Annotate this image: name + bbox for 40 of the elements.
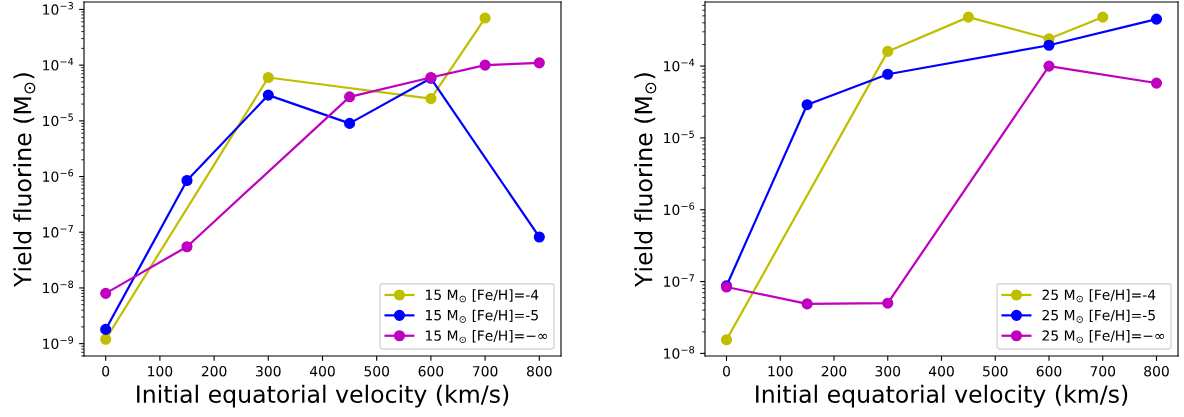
x-tick-label: 700 [1090,365,1116,377]
y-tick-label: 10$^{−8}$ [664,346,695,359]
legend-label: 25 M$_{⊙}$ [Fe/H]=-4 [1042,289,1156,303]
x-tick-label: 600 [1036,365,1062,377]
y-tick-label: 10$^{−4}$ [664,58,695,72]
x-tick-label: 0 [723,365,730,377]
legend-label: 25 M$_{⊙}$ [Fe/H]=−∞ [1042,330,1164,344]
x-tick-label: 100 [768,365,793,377]
legend-label: 15 M$_{⊙}$ [Fe/H]=-4 [426,289,539,303]
legend-label: 25 M$_{⊙}$ [Fe/H]=-5 [1042,309,1155,323]
y-tick-label: 10$^{−7}$ [43,225,73,238]
x-axis-title: Initial equatorial velocity (km/s) [756,384,1128,408]
x-tick-label: 0 [102,365,110,377]
y-tick-label: 10$^{−8}$ [43,280,74,294]
y-tick-label: 10$^{−9}$ [43,336,74,350]
y-tick-label: 10$^{−6}$ [43,169,74,182]
x-tick-label: 400 [309,365,335,377]
x-tick-label: 800 [1144,365,1169,377]
x-tick-label: 200 [821,365,847,377]
y-tick-label: 10$^{−6}$ [664,202,695,216]
x-axis-title: Initial equatorial velocity (km/s) [137,384,509,408]
y-tick-label: 10$^{−3}$ [43,2,73,15]
y-tick-label: 10$^{−5}$ [664,130,694,144]
y-axis-title: Yield fluorine (M$_{⊙}$) [634,73,657,287]
x-tick-label: 100 [148,365,173,377]
x-tick-label: 400 [928,365,954,377]
x-tick-label: 300 [256,365,281,377]
x-tick-label: 500 [364,365,390,377]
x-tick-label: 200 [201,365,227,377]
y-axis-title: Yield fluorine (M$_{⊙}$) [13,73,36,287]
x-tick-label: 300 [875,365,901,377]
x-tick-label: 700 [473,365,498,377]
y-tick-label: 10$^{−4}$ [43,57,74,71]
y-tick-label: 10$^{−5}$ [43,113,73,127]
x-tick-label: 500 [983,365,1008,377]
x-tick-label: 600 [418,365,444,377]
x-tick-label: 800 [527,365,552,377]
y-tick-label: 10$^{−7}$ [664,274,694,287]
legend-label: 15 M$_{⊙}$ [Fe/H]=-5 [426,309,538,323]
legend-label: 15 M$_{⊙}$ [Fe/H]=−∞ [426,330,547,344]
